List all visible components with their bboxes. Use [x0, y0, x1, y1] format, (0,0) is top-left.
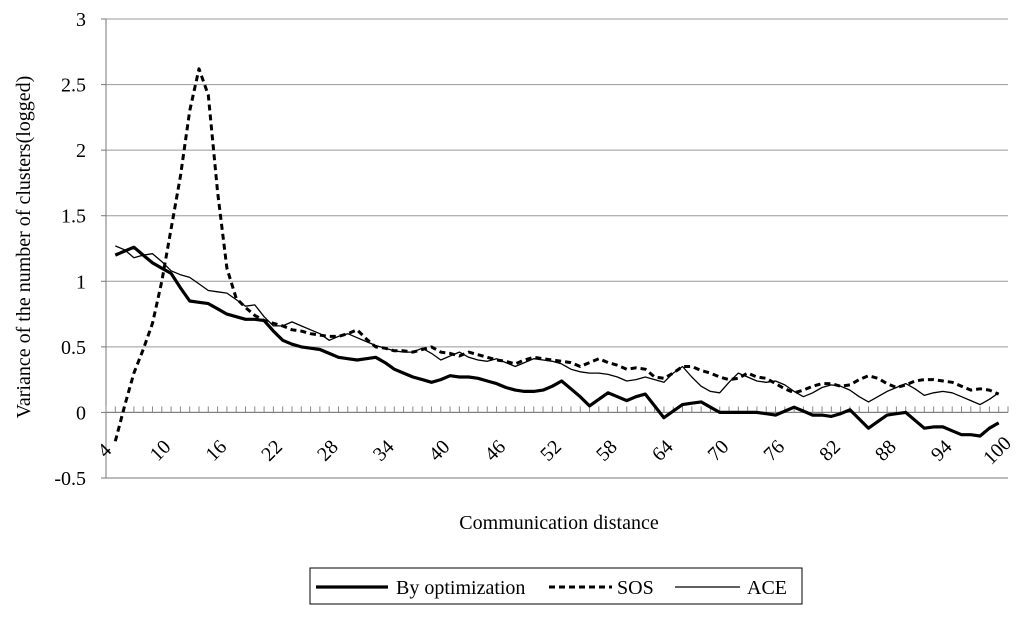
legend: By optimization SOS ACE [309, 567, 803, 605]
legend-box [309, 567, 803, 605]
x-tick-label: 10 [146, 436, 176, 466]
x-tick-label: 28 [313, 436, 343, 466]
x-tick-label: 34 [369, 436, 399, 466]
y-tick-label: 0 [76, 402, 86, 424]
y-tick-label: 0.5 [61, 337, 86, 359]
series-group [113, 67, 1000, 442]
x-tick-label: 100 [979, 432, 1016, 469]
series-line-ace [115, 245, 1000, 406]
series-line-sos [113, 67, 1000, 442]
x-tick-label: 88 [871, 436, 901, 466]
legend-label: SOS [617, 577, 654, 599]
x-tick-label: 82 [815, 436, 845, 466]
y-axis: -0.5 0 0.5 1 1.5 2 2.5 3 [54, 9, 106, 490]
y-tick-label: 2 [76, 140, 86, 162]
x-tick-label: 70 [704, 436, 734, 466]
y-tick-label: 1.5 [61, 206, 86, 228]
grid-lines [106, 18, 1008, 413]
y-tick-label: 3 [76, 9, 86, 31]
y-tick-label: -0.5 [54, 468, 86, 490]
x-axis-title: Communication distance [459, 512, 659, 534]
legend-label: By optimization [396, 577, 525, 599]
x-tick-label: 46 [480, 436, 510, 466]
x-tick-label: 4 [93, 439, 116, 462]
x-axis: 4 10 16 22 28 34 40 46 52 58 64 70 76 82 88 94 100 [93, 406, 1016, 469]
y-axis-title: Variance of the number of clusters(logge… [13, 76, 35, 419]
x-tick-label: 64 [648, 436, 678, 466]
x-tick-label: 94 [927, 436, 957, 466]
x-tick-label: 22 [257, 436, 287, 466]
plot-frame [105, 19, 1008, 479]
x-tick-label: 16 [201, 436, 231, 466]
legend-label: ACE [747, 577, 787, 599]
x-tick-label: 40 [425, 436, 455, 466]
x-tick-label: 76 [759, 436, 789, 466]
series-line-by-optimization [114, 245, 1000, 438]
y-tick-label: 1 [76, 271, 86, 293]
y-tick-label: 2.5 [61, 75, 86, 97]
x-tick-label: 58 [592, 436, 622, 466]
x-tick-label: 52 [536, 436, 566, 466]
